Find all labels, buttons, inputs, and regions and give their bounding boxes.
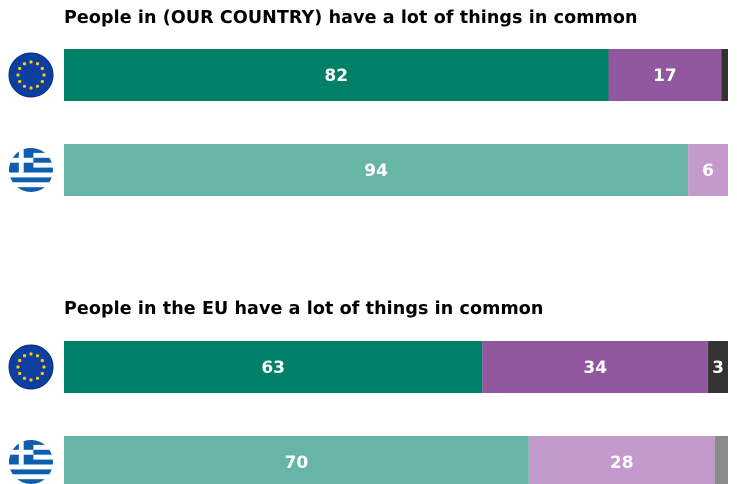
data-label: 70 (285, 453, 309, 473)
data-label: 17 (653, 66, 677, 86)
data-label: 6 (702, 161, 714, 181)
greece-flag-icon (9, 148, 53, 192)
data-label: 82 (324, 66, 348, 86)
data-label: 28 (610, 453, 634, 473)
bar-segment-disagree (528, 436, 715, 484)
bar-segment-disagree (608, 49, 722, 101)
bar-segment-dont-know (714, 436, 728, 484)
data-label: 94 (364, 161, 388, 181)
bar-segment-dont-know (708, 341, 728, 393)
chart-title-our-country: People in (OUR COUNTRY) have a lot of th… (64, 8, 638, 28)
bar-segment-agree (64, 144, 689, 196)
bar-segment-agree (64, 49, 609, 101)
data-label: 63 (261, 358, 285, 378)
bar-segment-agree (64, 436, 529, 484)
eu-flag-icon (8, 52, 54, 98)
data-label: 34 (583, 358, 607, 378)
eu-flag-icon (8, 344, 54, 390)
bar-segment-dont-know (721, 49, 728, 101)
bar-segment-disagree (482, 341, 709, 393)
greece-flag-icon (9, 440, 53, 484)
bar-segment-agree (64, 341, 483, 393)
chart-title-eu: People in the EU have a lot of things in… (64, 299, 544, 319)
bar-segment-disagree (688, 144, 728, 196)
data-label: 3 (712, 358, 724, 378)
